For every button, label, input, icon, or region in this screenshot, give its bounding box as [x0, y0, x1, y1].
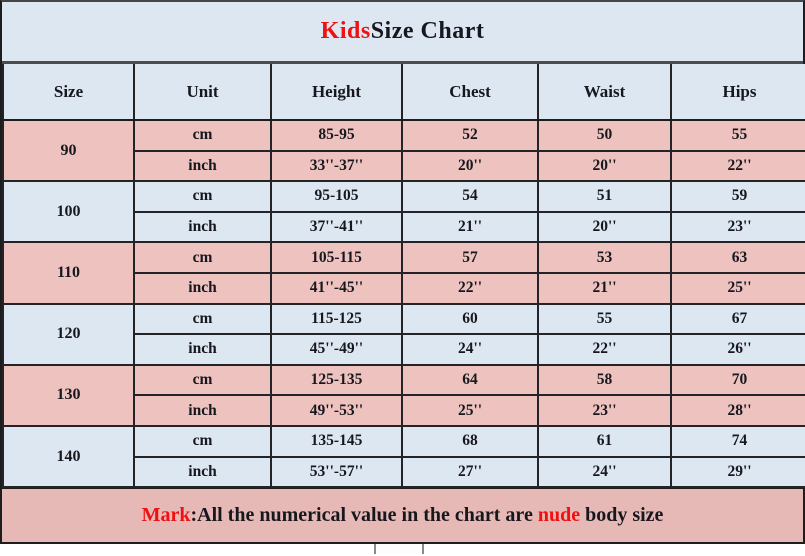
unit-cell-cm: cm: [133, 241, 272, 274]
value-cell-hips-cm: 55: [670, 119, 805, 152]
footnote-nude-label: nude: [537, 504, 581, 527]
value-cell-hips-cm: 70: [670, 363, 805, 397]
value-cell-chest-cm: 64: [401, 363, 539, 397]
value-cell-waist-inch: 24'': [537, 456, 672, 489]
value-cell-chest-inch: 24'': [401, 333, 539, 366]
value-cell-waist-inch: 23'': [537, 394, 672, 427]
size-row-inch: inch 33''-37'' 20'' 20'' 22'': [3, 150, 805, 183]
footnote-text-mid: :All the numerical value in the chart ar…: [190, 504, 538, 527]
size-row-inch: inch 37''-41'' 21'' 20'' 23'': [3, 211, 805, 244]
size-cell: 130: [2, 363, 135, 427]
value-cell-hips-inch: 23'': [670, 211, 805, 244]
size-row-cm: 130 cm 125-135 64 58 70: [2, 363, 805, 427]
column-header-waist: Waist: [537, 64, 672, 121]
size-row-cm: 140 cm 135-145 68 61 74: [2, 424, 805, 489]
unit-cell-inch: inch: [133, 394, 272, 427]
value-cell-waist-cm: 61: [537, 424, 672, 458]
size-row-inch: inch 45''-49'' 24'' 22'' 26'': [3, 333, 805, 366]
value-cell-height-cm: 105-115: [270, 241, 403, 274]
value-cell-chest-cm: 54: [401, 180, 539, 213]
unit-cell-inch: inch: [133, 211, 272, 244]
size-cell: 140: [2, 424, 135, 489]
unit-cell-cm: cm: [133, 302, 272, 336]
chart-title: Kids Size Chart: [2, 2, 803, 64]
unit-cell-inch: inch: [133, 456, 272, 489]
value-cell-hips-inch: 28'': [670, 394, 805, 427]
value-cell-height-cm: 115-125: [270, 302, 403, 336]
value-cell-hips-cm: 67: [670, 302, 805, 336]
value-cell-hips-inch: 26'': [670, 333, 805, 366]
chart-title-rest: Size Chart: [370, 18, 485, 44]
value-cell-hips-cm: 74: [670, 424, 805, 458]
value-cell-height-cm: 125-135: [270, 363, 403, 397]
value-cell-height-inch: 33''-37'': [270, 150, 403, 183]
value-cell-chest-inch: 20'': [401, 150, 539, 183]
size-row-cm: 100 cm 95-105 54 51 59: [2, 180, 805, 244]
size-table: Size Unit Height Chest Waist Hips 90 cm 85…: [2, 64, 805, 489]
value-cell-chest-cm: 52: [401, 119, 539, 152]
chart-title-accent: Kids: [320, 18, 371, 44]
size-cell: 90: [2, 118, 135, 183]
size-row-cm: 120 cm 115-125 60 55 67: [2, 302, 805, 366]
value-cell-height-inch: 37''-41'': [270, 211, 403, 244]
unit-cell-cm: cm: [133, 424, 272, 458]
value-cell-waist-cm: 55: [537, 302, 672, 336]
unit-cell-inch: inch: [133, 333, 272, 366]
size-cell: 120: [2, 302, 135, 366]
column-header-unit: Unit: [133, 64, 272, 121]
unit-cell-inch: inch: [133, 272, 272, 305]
column-header-hips: Hips: [670, 64, 805, 121]
value-cell-waist-cm: 53: [537, 241, 672, 274]
value-cell-chest-inch: 25'': [401, 394, 539, 427]
value-cell-waist-cm: 50: [537, 119, 672, 152]
footnote-text-end: body size: [580, 504, 664, 527]
value-cell-waist-inch: 20'': [537, 150, 672, 183]
unit-cell-cm: cm: [133, 180, 272, 213]
column-header-chest: Chest: [401, 64, 539, 121]
column-header-size: Size: [2, 64, 135, 121]
size-cell: 100: [2, 180, 135, 244]
value-cell-hips-inch: 29'': [670, 456, 805, 489]
unit-cell-inch: inch: [133, 150, 272, 183]
unit-cell-cm: cm: [133, 119, 272, 152]
spreadsheet-stray-cell: [374, 544, 424, 555]
value-cell-waist-inch: 20'': [537, 211, 672, 244]
chart-footnote: Mark:All the numerical value in the char…: [2, 488, 803, 543]
value-cell-waist-cm: 58: [537, 363, 672, 397]
value-cell-height-inch: 45''-49'': [270, 333, 403, 366]
value-cell-hips-inch: 25'': [670, 272, 805, 305]
size-row-inch: inch 53''-57'' 27'' 24'' 29'': [3, 456, 805, 489]
size-row-cm: 90 cm 85-95 52 50 55: [2, 118, 805, 183]
value-cell-hips-cm: 63: [670, 241, 805, 274]
size-cell: 110: [2, 241, 135, 305]
value-cell-waist-inch: 21'': [537, 272, 672, 305]
value-cell-chest-cm: 68: [401, 424, 539, 458]
value-cell-chest-inch: 21'': [401, 211, 539, 244]
value-cell-height-cm: 135-145: [270, 424, 403, 458]
value-cell-waist-inch: 22'': [537, 333, 672, 366]
column-header-height: Height: [270, 64, 403, 121]
value-cell-waist-cm: 51: [537, 180, 672, 213]
value-cell-chest-inch: 22'': [401, 272, 539, 305]
value-cell-hips-inch: 22'': [670, 150, 805, 183]
table-header-row: Size Unit Height Chest Waist Hips: [2, 64, 805, 121]
size-row-inch: inch 49''-53'' 25'' 23'' 28'': [3, 394, 805, 427]
value-cell-hips-cm: 59: [670, 180, 805, 213]
value-cell-height-inch: 53''-57'': [270, 456, 403, 489]
value-cell-chest-cm: 60: [401, 302, 539, 336]
value-cell-height-inch: 41''-45'': [270, 272, 403, 305]
bottom-margin: [0, 544, 805, 556]
value-cell-height-cm: 95-105: [270, 180, 403, 213]
value-cell-height-inch: 49''-53'': [270, 394, 403, 427]
value-cell-chest-inch: 27'': [401, 456, 539, 489]
size-row-inch: inch 41''-45'' 22'' 21'' 25'': [3, 272, 805, 305]
footnote-mark-label: Mark: [141, 504, 191, 527]
unit-cell-cm: cm: [133, 363, 272, 397]
value-cell-height-cm: 85-95: [270, 119, 403, 152]
value-cell-chest-cm: 57: [401, 241, 539, 274]
size-row-cm: 110 cm 105-115 57 53 63: [2, 241, 805, 305]
